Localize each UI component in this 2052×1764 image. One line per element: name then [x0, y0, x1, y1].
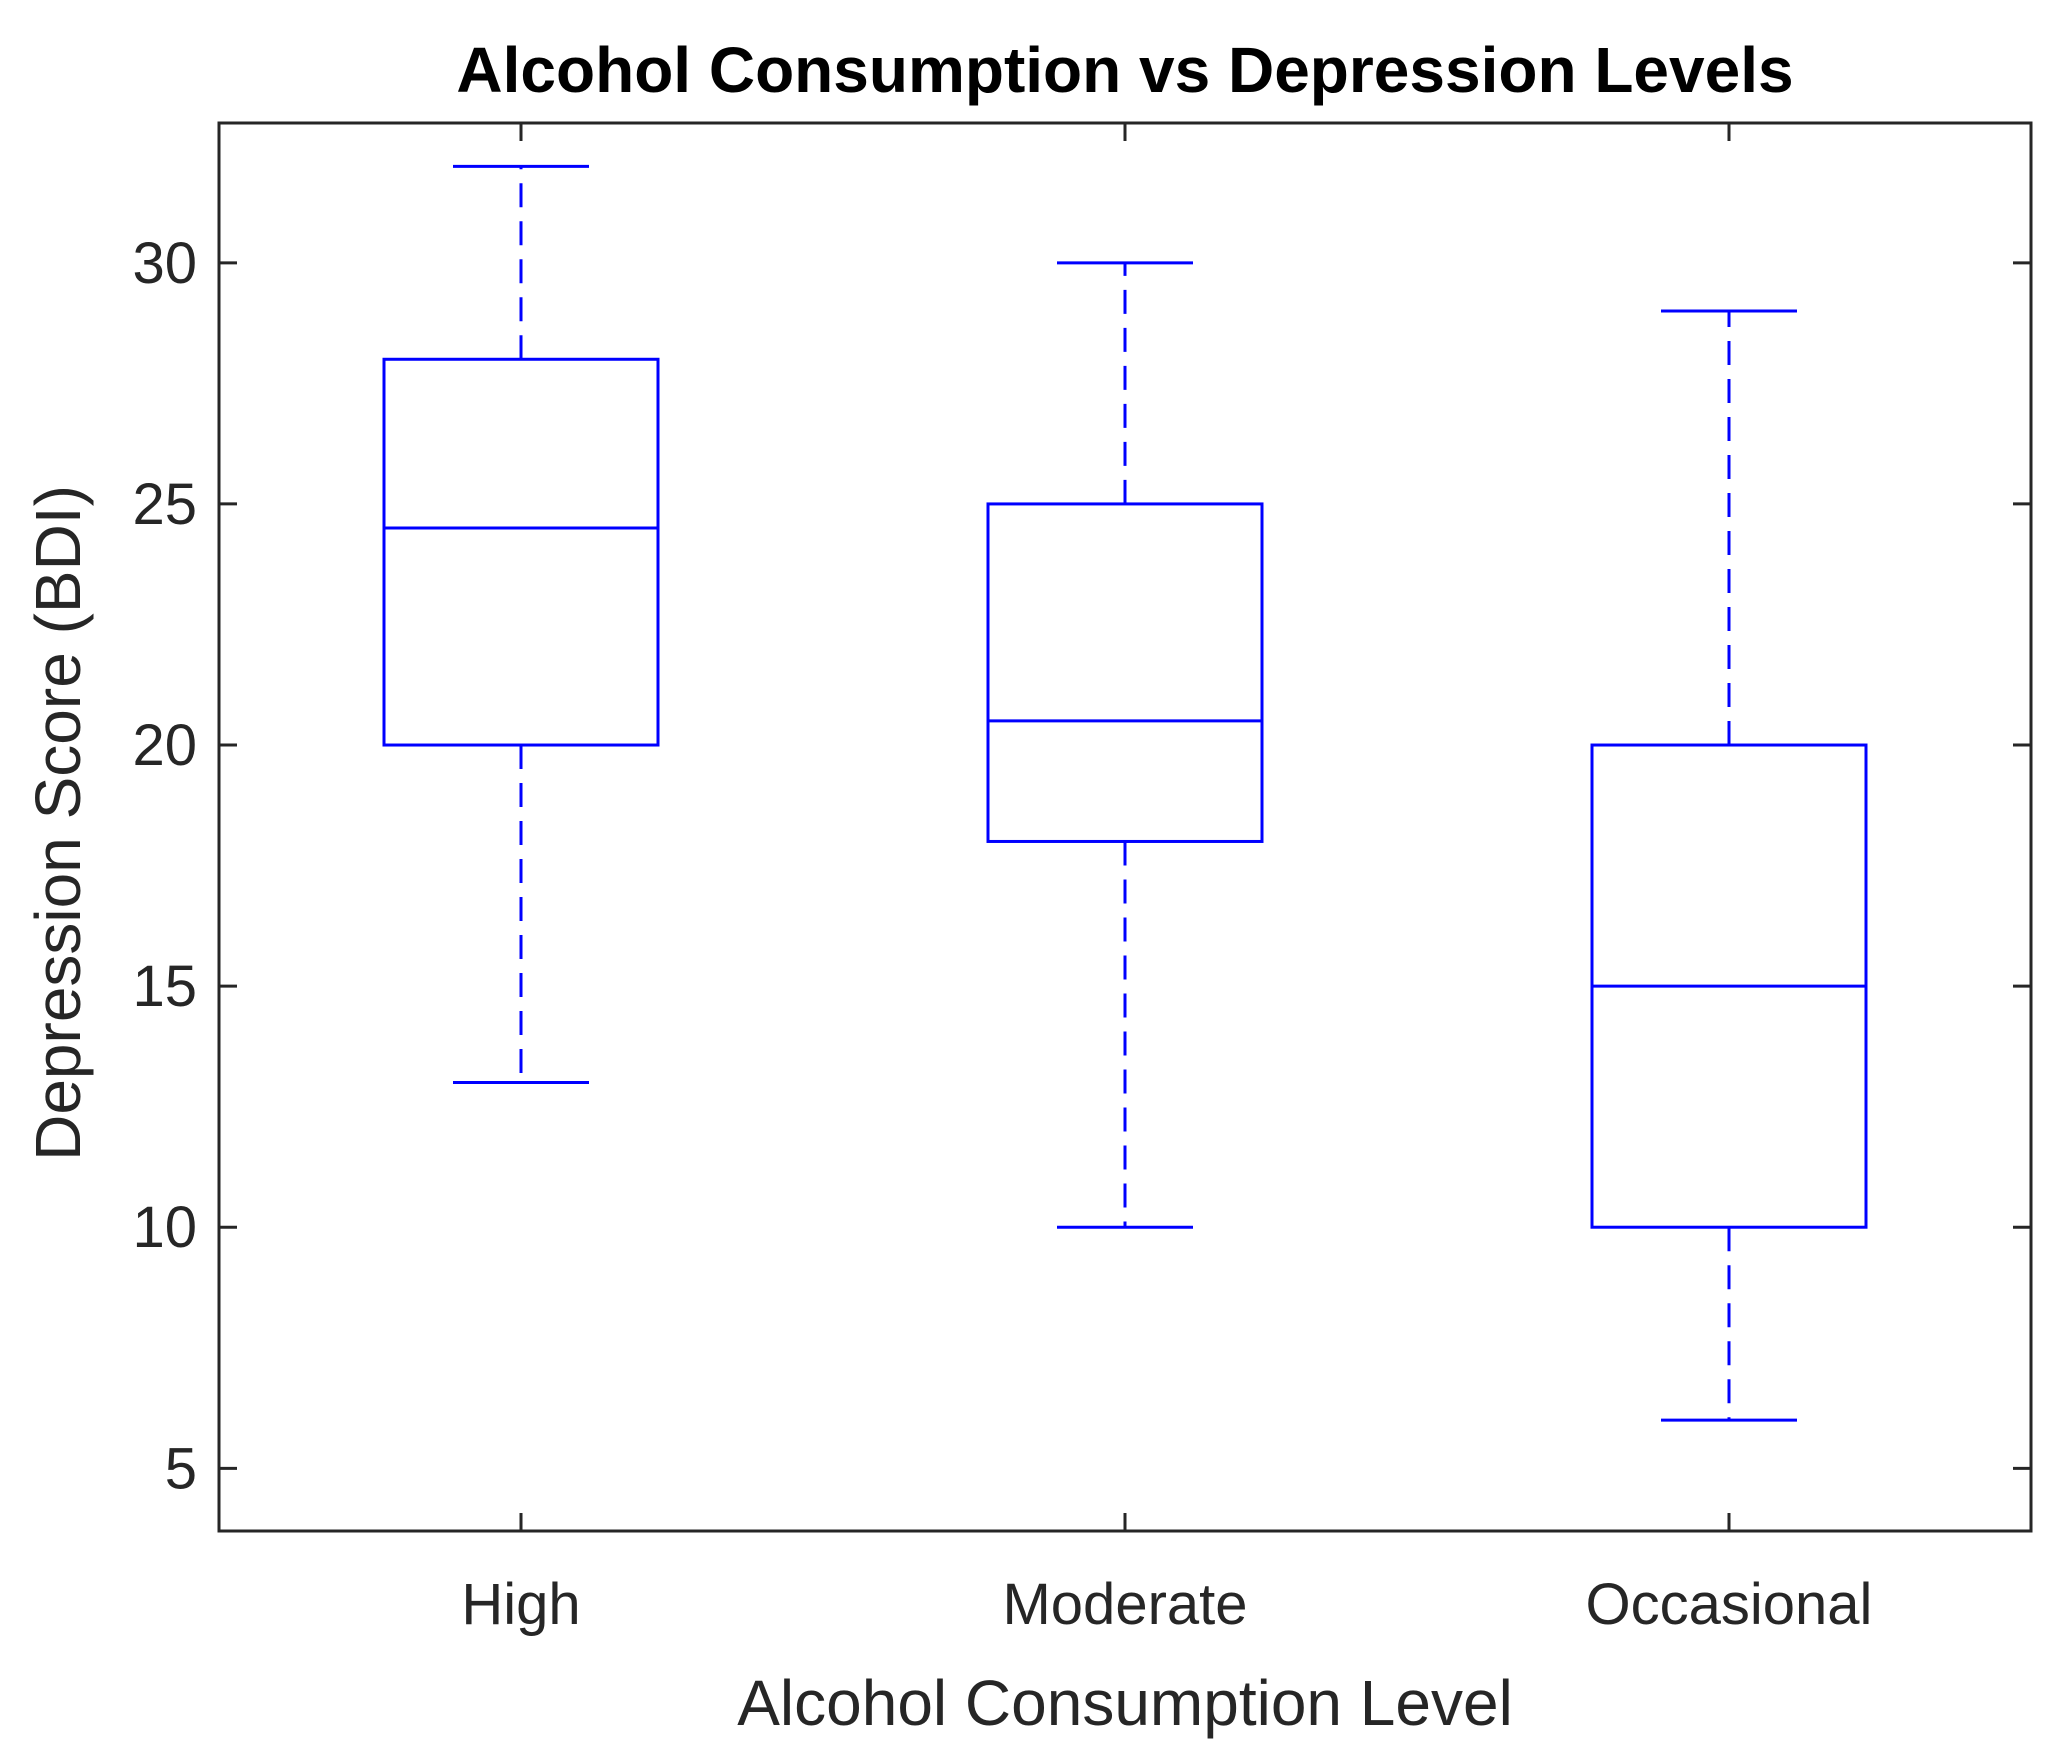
x-tick-label: Occasional: [1586, 1572, 1873, 1637]
y-axis-label: Depression Score (BDI): [22, 485, 94, 1161]
iqr-box: [986, 502, 1264, 843]
iqr-box: [382, 357, 660, 747]
x-axis-label: Alcohol Consumption Level: [737, 1667, 1513, 1739]
x-tick-label: High: [461, 1572, 580, 1637]
y-tick-label: 30: [132, 231, 197, 296]
box-occasional: [1590, 309, 1868, 1422]
chart-title: Alcohol Consumption vs Depression Levels: [456, 34, 1793, 106]
box-series: [382, 164, 1868, 1422]
y-tick-label: 25: [132, 472, 197, 537]
x-axis: High Moderate Occasional: [461, 123, 1872, 1637]
box-high: [382, 164, 660, 1085]
y-tick-label: 15: [132, 954, 197, 1019]
x-tick-label: Moderate: [1002, 1572, 1247, 1637]
box-moderate: [986, 261, 1264, 1229]
y-tick-label: 20: [132, 713, 197, 778]
y-axis: 5 10 15 20 25 30: [132, 231, 2031, 1501]
y-tick-label: 10: [132, 1195, 197, 1260]
y-tick-label: 5: [165, 1436, 197, 1501]
